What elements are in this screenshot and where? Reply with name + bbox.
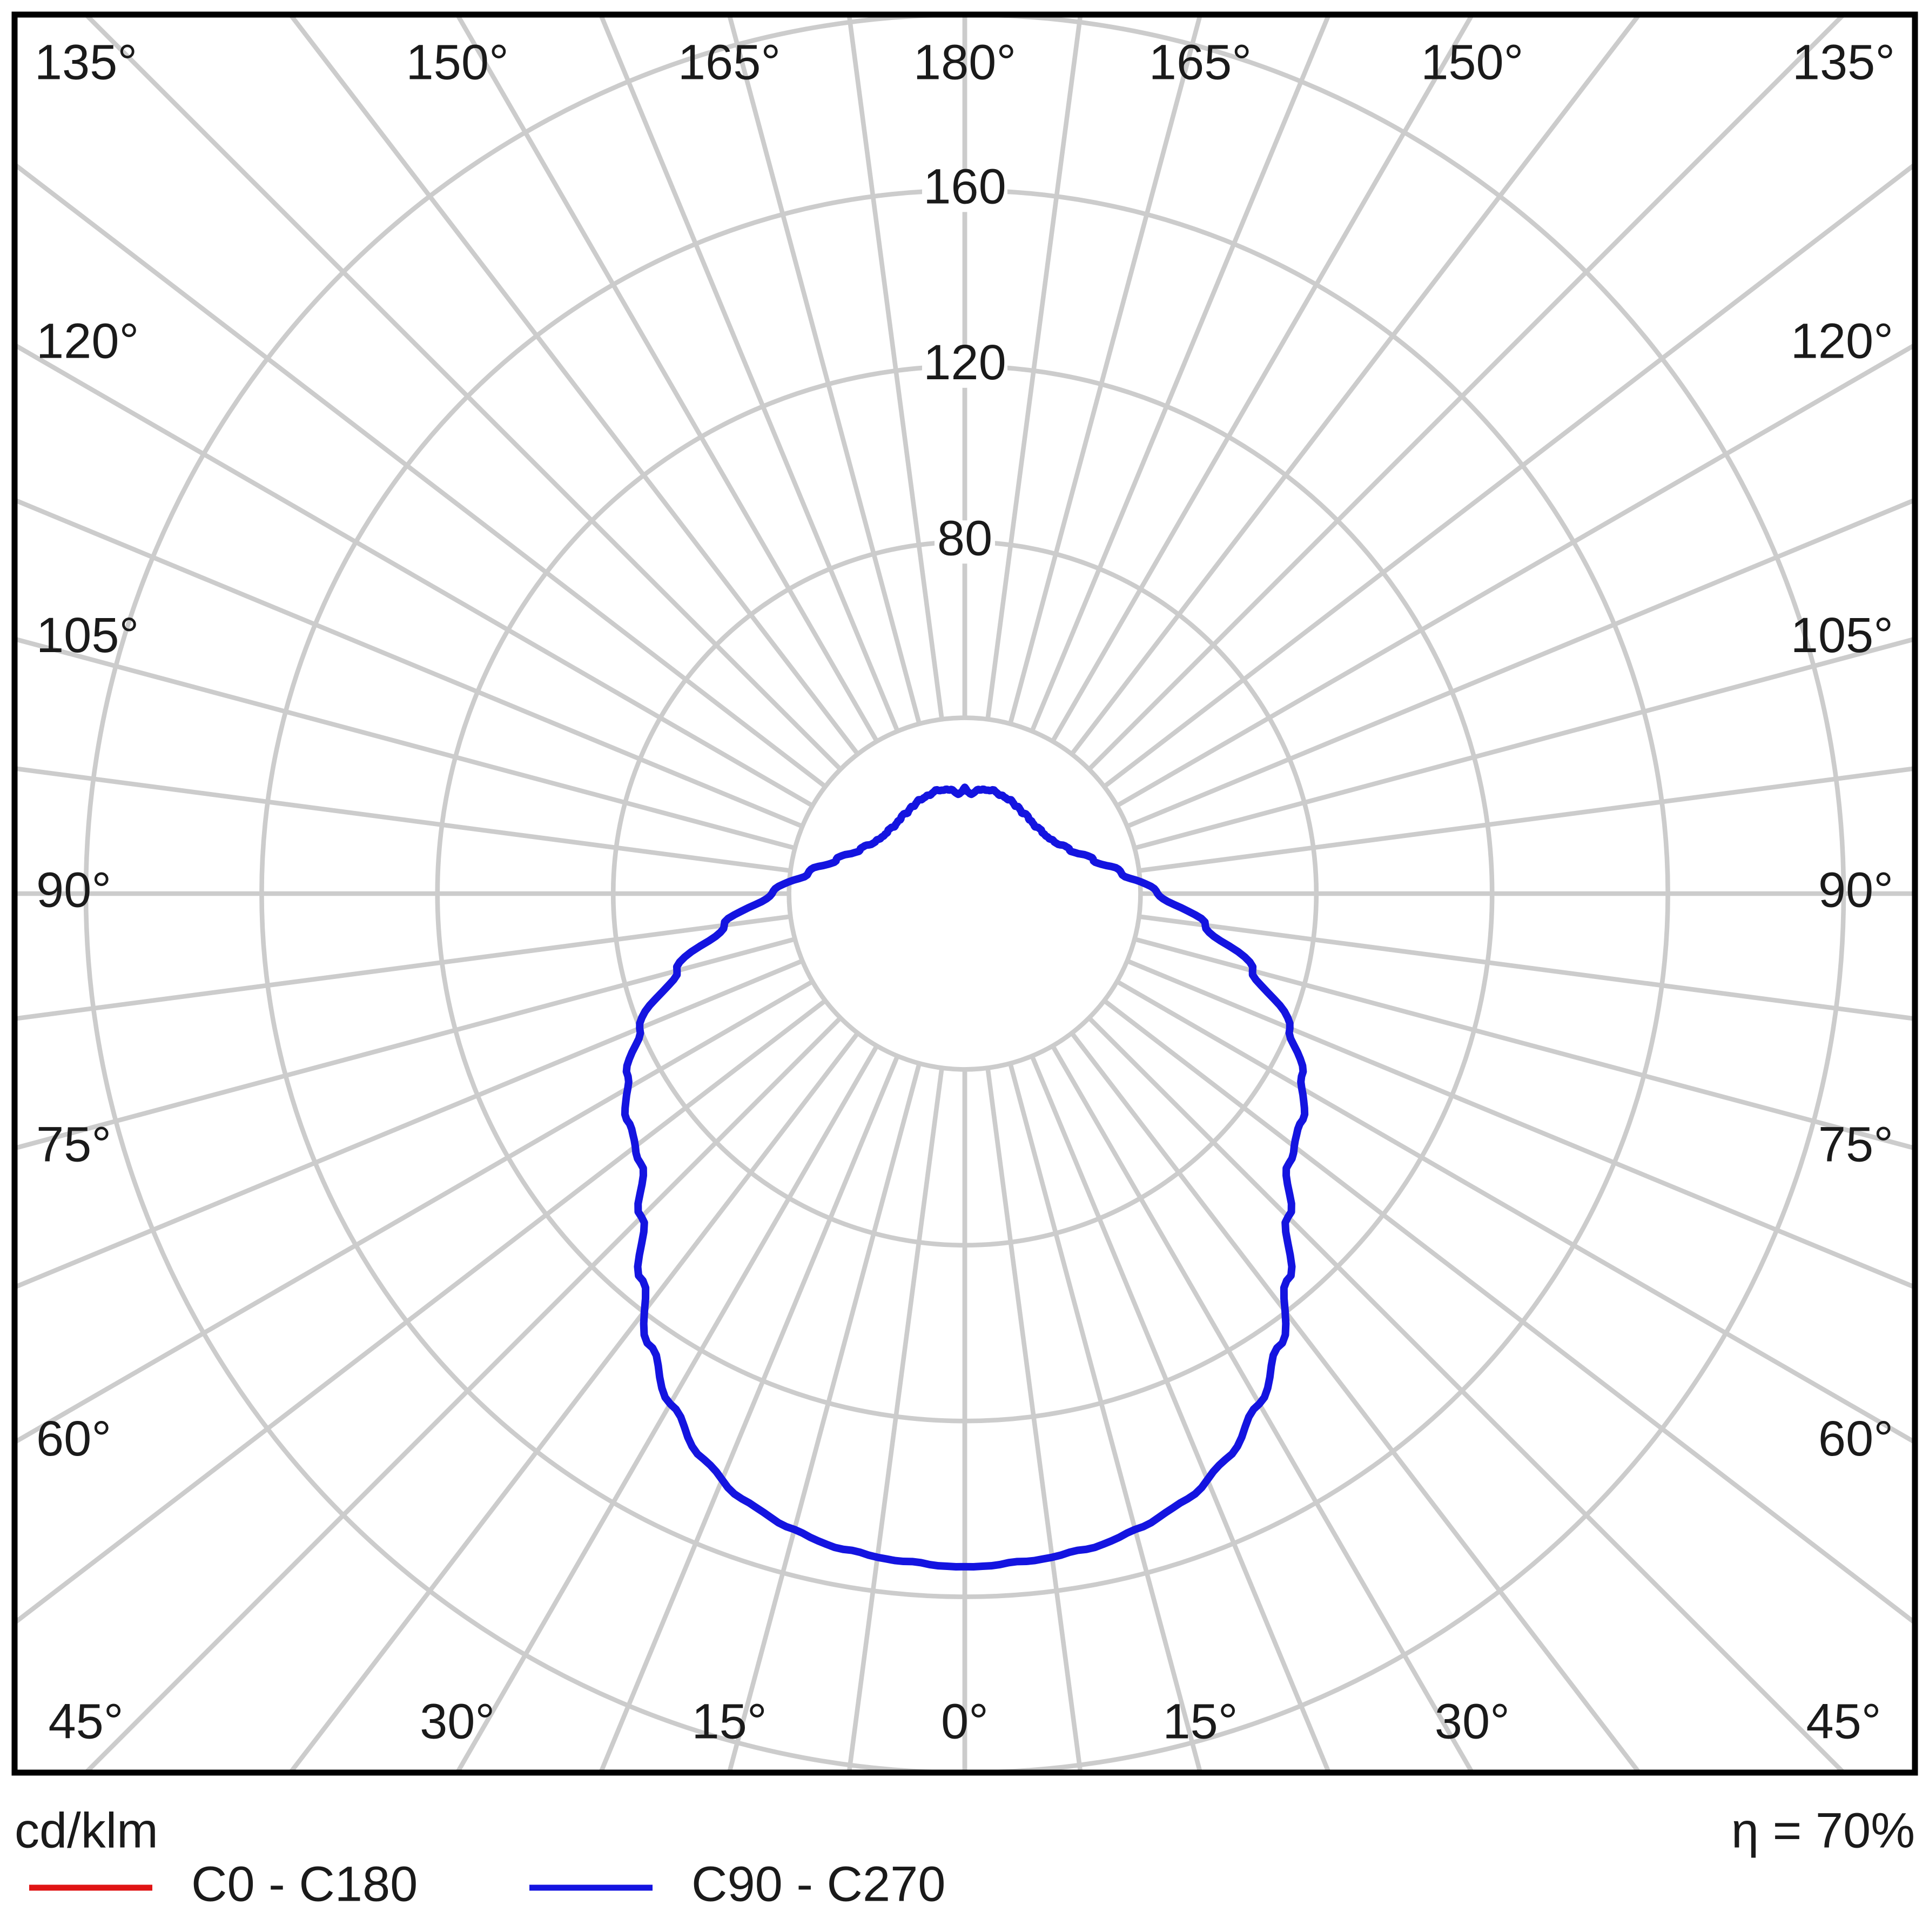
svg-text:135°: 135° (35, 35, 137, 90)
svg-text:105°: 105° (1791, 608, 1893, 663)
svg-text:80: 80 (937, 511, 992, 566)
svg-text:90°: 90° (1818, 862, 1893, 917)
svg-text:C0 - C180: C0 - C180 (191, 1856, 418, 1911)
svg-text:C90 - C270: C90 - C270 (691, 1856, 945, 1911)
svg-text:45°: 45° (48, 1694, 123, 1749)
svg-text:180°: 180° (913, 35, 1016, 90)
svg-text:120°: 120° (36, 314, 139, 369)
svg-text:150°: 150° (1421, 35, 1523, 90)
svg-text:η = 70%: η = 70% (1731, 1803, 1915, 1858)
svg-text:15°: 15° (1162, 1694, 1238, 1749)
svg-text:120°: 120° (1791, 314, 1893, 369)
svg-text:90°: 90° (36, 862, 111, 917)
svg-text:15°: 15° (691, 1694, 767, 1749)
svg-text:120: 120 (923, 335, 1006, 390)
svg-text:60°: 60° (36, 1411, 111, 1466)
svg-text:75°: 75° (1818, 1117, 1893, 1172)
svg-text:cd/klm: cd/klm (15, 1803, 158, 1858)
svg-text:135°: 135° (1792, 35, 1895, 90)
svg-text:165°: 165° (1149, 35, 1252, 90)
svg-text:30°: 30° (420, 1694, 495, 1749)
svg-text:60°: 60° (1818, 1411, 1893, 1466)
svg-text:165°: 165° (678, 35, 781, 90)
svg-text:150°: 150° (406, 35, 509, 90)
svg-text:45°: 45° (1806, 1694, 1881, 1749)
svg-text:0°: 0° (941, 1694, 989, 1749)
svg-text:75°: 75° (36, 1117, 111, 1172)
svg-text:105°: 105° (36, 608, 139, 663)
svg-text:160: 160 (923, 159, 1006, 214)
svg-text:30°: 30° (1435, 1694, 1510, 1749)
